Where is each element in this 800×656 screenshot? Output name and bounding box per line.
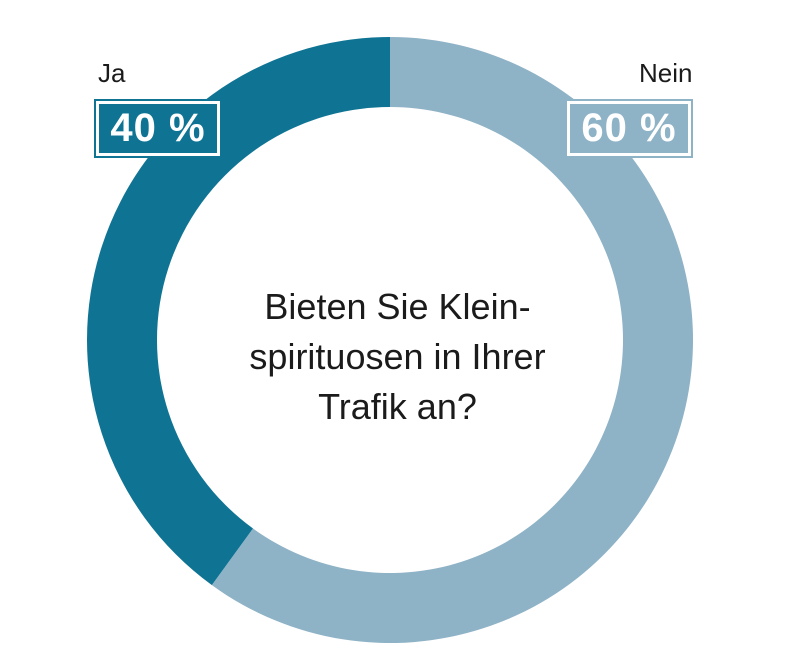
donut-slice-ja (86, 37, 391, 586)
question-line-1: Bieten Sie Klein- (264, 286, 531, 327)
legend-label-nein: Nein (639, 58, 693, 88)
legend-label-ja: Ja (98, 58, 126, 88)
chart-question: Bieten Sie Klein- spirituosen in Ihrer T… (215, 282, 580, 432)
donut-slice-nein (211, 37, 694, 643)
data-label-nein: 60 % (565, 99, 693, 158)
question-line-2: spirituosen in Ihrer (249, 336, 546, 377)
question-line-3: Trafik an? (318, 386, 477, 427)
data-label-ja: 40 % (94, 99, 222, 158)
